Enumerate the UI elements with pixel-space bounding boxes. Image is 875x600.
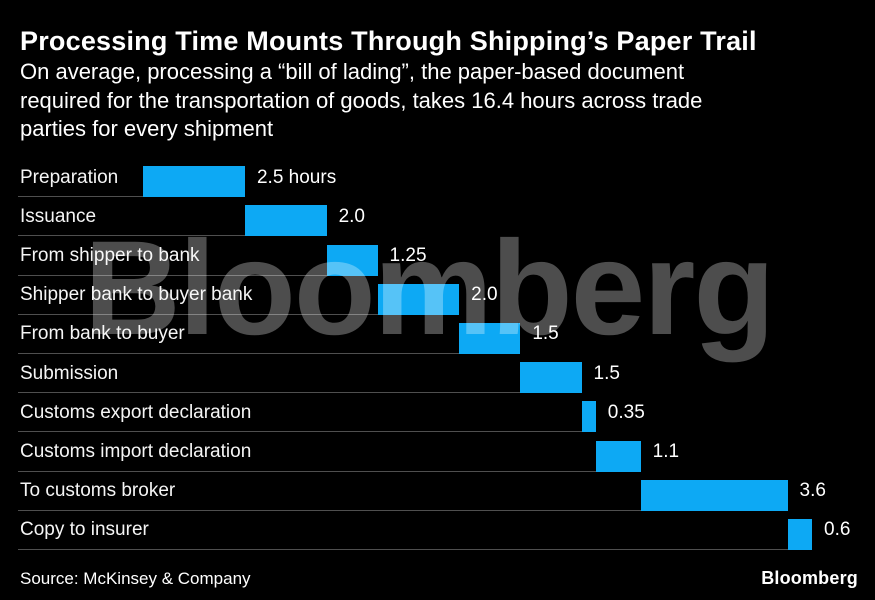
category-label: Issuance xyxy=(20,205,97,227)
row-divider xyxy=(18,470,641,472)
chart-row: From shipper to bank 1.25 xyxy=(0,236,875,276)
bar xyxy=(787,518,812,550)
chart-row: To customs broker 3.6 xyxy=(0,472,875,511)
category-label: Submission xyxy=(20,362,119,384)
value-label: 1.5 xyxy=(593,362,620,384)
chart-row: Customs import declaration 1.1 xyxy=(0,432,875,472)
value-label: 1.1 xyxy=(652,440,680,462)
row-divider xyxy=(18,509,788,511)
value-label: 0.6 xyxy=(824,519,851,541)
chart-row: Preparation 2.5 hours xyxy=(0,158,875,198)
row-divider xyxy=(18,274,378,276)
bar xyxy=(244,205,327,237)
category-label: Copy to insurer xyxy=(20,519,149,541)
category-label: Preparation xyxy=(20,166,119,188)
bar xyxy=(377,283,460,315)
category-label: Customs import declaration xyxy=(20,440,252,462)
value-label: 0.35 xyxy=(607,401,645,423)
value-label: 1.5 xyxy=(532,323,559,345)
bar xyxy=(326,244,378,276)
bar xyxy=(520,362,582,394)
bar xyxy=(640,479,788,511)
category-label: From shipper to bank xyxy=(20,244,200,266)
row-divider xyxy=(18,352,521,354)
row-divider xyxy=(18,431,596,433)
category-label: Customs export declaration xyxy=(20,401,252,423)
chart-row: Copy to insurer 0.6 xyxy=(0,511,875,550)
row-divider xyxy=(18,548,812,550)
value-label: 1.25 xyxy=(389,244,427,266)
bar xyxy=(581,401,596,433)
value-label: 3.6 xyxy=(799,480,826,502)
chart-row: Issuance 2.0 xyxy=(0,197,875,237)
category-label: To customs broker xyxy=(20,480,176,502)
source-text: Source: McKinsey & Company xyxy=(20,569,251,588)
chart-row: Shipper bank to buyer bank 2.0 xyxy=(0,276,875,315)
value-label: 2.0 xyxy=(471,284,498,306)
chart-row: Customs export declaration 0.35 xyxy=(0,393,875,433)
value-label: 2.0 xyxy=(338,205,365,227)
category-label: Shipper bank to buyer bank xyxy=(20,284,253,306)
page-subtitle: On average, processing a “bill of lading… xyxy=(20,59,703,141)
row-divider xyxy=(18,235,327,237)
chart-row: Submission 1.5 xyxy=(0,354,875,394)
bar xyxy=(459,322,521,354)
chart-row: From bank to buyer 1.5 xyxy=(0,315,875,354)
waterfall-chart: Preparation 2.5 hours Issuance 2.0 From ship… xyxy=(0,158,875,550)
row-divider xyxy=(18,196,245,198)
bar xyxy=(143,166,245,198)
category-label: From bank to buyer xyxy=(20,323,185,345)
row-divider xyxy=(18,392,582,394)
row-divider xyxy=(18,313,460,315)
page-title: Processing Time Mounts Through Shipping’… xyxy=(20,26,757,56)
bloomberg-logo: Bloomberg xyxy=(761,568,858,588)
bar xyxy=(595,440,641,472)
value-label: 2.5 hours xyxy=(256,166,337,188)
